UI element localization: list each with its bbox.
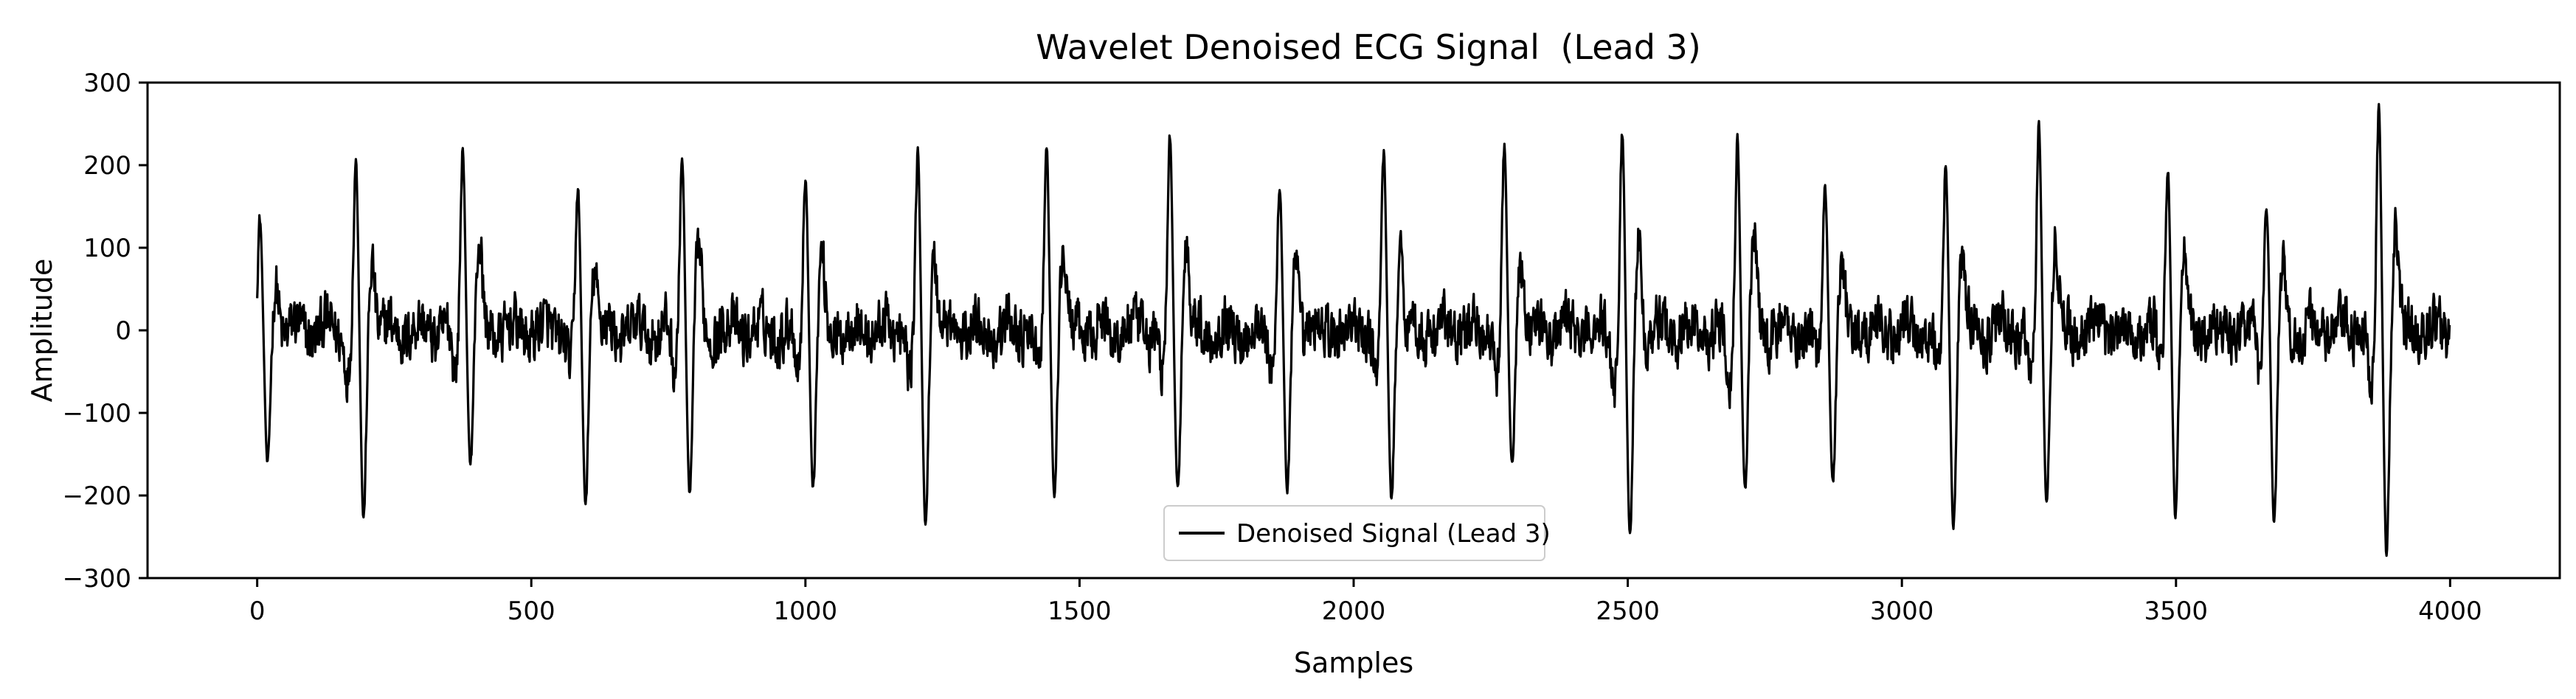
y-tick-label: 300 [83, 69, 131, 98]
x-axis: 0 500 1000 1500 2000 2500 3000 3500 4000 [249, 578, 2482, 626]
plot-area [148, 83, 2560, 578]
x-tick-label: 1500 [1048, 597, 1112, 626]
x-tick-label: 1000 [774, 597, 838, 626]
chart-title-main: Wavelet Denoised ECG Signal [1036, 27, 1540, 67]
x-axis-title: Samples [1294, 647, 1413, 679]
legend-label: Denoised Signal (Lead 3) [1236, 519, 1551, 549]
y-tick-label: 0 [115, 316, 131, 346]
x-tick-label: 0 [249, 597, 266, 626]
x-tick-label: 3000 [1870, 597, 1934, 626]
y-tick-label: −300 [63, 564, 131, 594]
y-axis-title: Amplitude [26, 259, 58, 403]
chart-title-suffix: (Lead 3) [1560, 27, 1700, 67]
y-tick-label: −100 [63, 399, 131, 428]
y-axis: −300 −200 −100 0 100 200 300 [63, 69, 148, 594]
x-tick-label: 500 [508, 597, 555, 626]
series-line-denoised-signal [256, 102, 2451, 557]
x-tick-label: 2000 [1322, 597, 1386, 626]
legend-box [1163, 505, 1545, 561]
y-tick-label: −200 [63, 481, 131, 511]
x-tick-label: 3500 [2144, 597, 2209, 626]
y-tick-label: 100 [83, 234, 131, 263]
x-tick-label: 2500 [1596, 597, 1660, 626]
legend: Denoised Signal (Lead 3) [1163, 505, 1551, 561]
x-tick-label: 4000 [2418, 597, 2482, 626]
signal-series [256, 102, 2451, 557]
y-tick-label: 200 [83, 151, 131, 181]
chart-title: Wavelet Denoised ECG Signal (Lead 3) [1036, 27, 1701, 67]
